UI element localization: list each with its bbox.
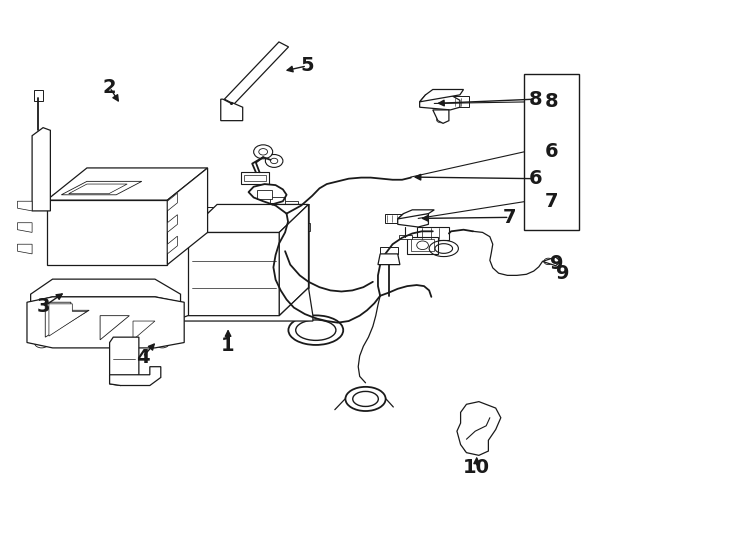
Polygon shape (184, 288, 313, 321)
Bar (244, 175, 266, 181)
Polygon shape (398, 210, 435, 219)
Bar (524, 74, 579, 230)
Polygon shape (542, 257, 561, 266)
Polygon shape (47, 168, 208, 200)
Polygon shape (18, 222, 32, 232)
Bar (206, 207, 222, 217)
Text: 7: 7 (503, 208, 516, 227)
Bar (380, 247, 398, 254)
Text: 6: 6 (545, 143, 559, 161)
Bar (453, 97, 468, 107)
Text: 6: 6 (528, 169, 542, 188)
Text: 9: 9 (556, 264, 570, 284)
Polygon shape (109, 367, 161, 386)
Bar (241, 172, 269, 184)
Polygon shape (46, 302, 89, 337)
Bar (411, 239, 435, 251)
Bar (69, 219, 129, 243)
Bar (417, 227, 449, 240)
Bar (237, 212, 247, 217)
Bar (295, 222, 310, 231)
Polygon shape (31, 279, 181, 302)
Polygon shape (398, 214, 429, 227)
Polygon shape (279, 205, 308, 316)
Bar (283, 201, 297, 210)
Text: 8: 8 (528, 90, 542, 109)
Polygon shape (49, 304, 87, 336)
Polygon shape (420, 90, 464, 102)
Polygon shape (109, 337, 139, 386)
Polygon shape (100, 316, 129, 340)
Polygon shape (32, 127, 51, 211)
Polygon shape (378, 254, 400, 265)
Text: 8: 8 (545, 92, 559, 111)
Bar (214, 212, 223, 217)
Circle shape (266, 154, 283, 167)
Text: 2: 2 (103, 78, 117, 97)
Bar (249, 212, 258, 217)
Polygon shape (167, 236, 178, 254)
Bar (399, 234, 413, 239)
Text: 5: 5 (300, 56, 314, 76)
Text: 10: 10 (463, 458, 490, 477)
Bar (292, 213, 307, 221)
Circle shape (254, 145, 272, 159)
Polygon shape (225, 42, 288, 104)
Polygon shape (221, 99, 243, 120)
Bar (407, 237, 438, 254)
Text: 4: 4 (136, 348, 149, 367)
Bar (258, 191, 272, 199)
Bar (225, 212, 235, 217)
Polygon shape (18, 244, 32, 254)
Polygon shape (167, 168, 208, 265)
Bar (34, 90, 43, 101)
Bar (113, 329, 135, 339)
Bar (385, 214, 401, 222)
Bar (232, 207, 248, 217)
Circle shape (275, 281, 286, 289)
Bar (270, 197, 285, 206)
Polygon shape (167, 193, 178, 211)
Circle shape (270, 249, 281, 258)
Polygon shape (62, 181, 142, 195)
Polygon shape (47, 200, 167, 265)
Polygon shape (27, 297, 184, 348)
Polygon shape (420, 95, 460, 110)
Text: 7: 7 (545, 192, 559, 211)
Bar (261, 212, 270, 217)
Polygon shape (18, 201, 32, 211)
Polygon shape (188, 232, 279, 316)
Polygon shape (167, 215, 178, 232)
Text: 1: 1 (221, 336, 235, 355)
Text: 3: 3 (37, 297, 51, 316)
Polygon shape (188, 205, 308, 232)
Text: 9: 9 (550, 253, 564, 273)
Polygon shape (133, 321, 155, 340)
Bar (58, 213, 148, 251)
Polygon shape (433, 110, 449, 123)
Polygon shape (457, 402, 501, 455)
Polygon shape (69, 184, 127, 194)
Circle shape (272, 266, 283, 274)
